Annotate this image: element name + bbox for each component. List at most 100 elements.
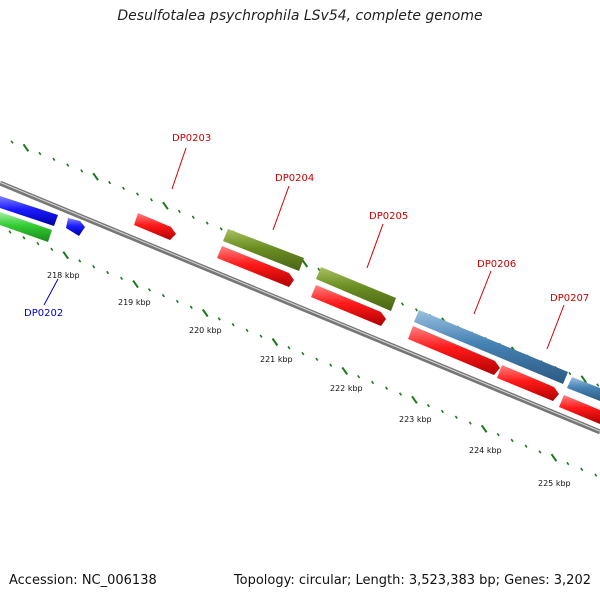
minor-tick	[149, 198, 153, 202]
minor-tick	[398, 392, 403, 396]
gene-label-dp0203: DP0203	[172, 133, 211, 144]
minor-tick	[22, 236, 26, 240]
major-tick	[92, 172, 99, 181]
major-tick	[271, 337, 279, 347]
minor-tick	[92, 265, 96, 269]
minor-tick	[106, 270, 110, 275]
minor-tick	[259, 334, 263, 338]
minor-tick	[566, 461, 570, 466]
minor-tick	[496, 432, 500, 437]
minor-tick	[357, 374, 361, 379]
genome-backbone	[0, 180, 600, 435]
minor-tick	[78, 259, 82, 263]
scale-label-220: 220 kbp	[189, 326, 222, 335]
gene-dp0203-red	[134, 213, 176, 240]
major-tick	[132, 280, 139, 289]
minor-tick	[122, 186, 126, 191]
minor-tick	[175, 299, 179, 304]
minor-tick	[301, 351, 305, 356]
major-tick	[550, 453, 558, 462]
gene-label-dp0202: DP0202	[24, 308, 63, 319]
gene-dp0206-red	[408, 326, 500, 375]
scale-label-221: 221 kbp	[260, 355, 293, 364]
gene-dp0206-steel	[414, 310, 568, 384]
gene-dp0206b-red	[497, 365, 559, 401]
gene-dp0207-steel	[567, 377, 600, 401]
major-tick	[341, 366, 349, 375]
minor-tick	[538, 450, 542, 454]
minor-tick	[36, 241, 40, 246]
gene-dp0207-red	[559, 395, 600, 424]
minor-tick	[108, 180, 112, 185]
minor-tick	[510, 438, 514, 443]
minor-tick	[287, 346, 291, 350]
minor-tick	[426, 403, 430, 408]
gene-dp0204-olive	[223, 229, 304, 271]
minor-tick	[580, 467, 584, 472]
major-tick	[201, 308, 209, 318]
minor-tick	[189, 305, 193, 309]
minor-tick	[217, 317, 221, 321]
minor-tick	[177, 209, 181, 214]
gene-dp0202-blue-arrow	[66, 218, 85, 236]
minor-tick	[231, 322, 235, 327]
gene-label-dp0205: DP0205	[369, 211, 408, 222]
gene-label-dp0207: DP0207	[550, 293, 589, 304]
minor-tick	[594, 473, 598, 477]
major-tick	[411, 395, 418, 404]
minor-tick	[385, 386, 389, 390]
minor-tick	[120, 276, 124, 281]
minor-tick	[10, 140, 14, 144]
major-tick	[62, 251, 70, 260]
major-tick	[301, 259, 309, 268]
minor-tick	[440, 409, 444, 414]
minor-tick	[468, 421, 472, 425]
minor-tick	[80, 169, 84, 173]
scale-label-222: 222 kbp	[330, 384, 363, 393]
gene-label-dp0206: DP0206	[477, 259, 516, 270]
gene-dp0202-green	[0, 212, 52, 242]
gene-label-dp0204: DP0204	[275, 173, 314, 184]
minor-tick	[38, 151, 42, 156]
scale-label-223: 223 kbp	[399, 415, 432, 424]
major-tick	[580, 375, 588, 384]
major-tick	[22, 143, 30, 152]
minor-tick	[329, 363, 333, 367]
minor-tick	[568, 371, 572, 376]
minor-tick	[135, 192, 140, 196]
minor-tick	[66, 163, 70, 167]
major-tick	[480, 424, 488, 433]
scale-label-225: 225 kbp	[538, 479, 571, 488]
minor-tick	[147, 288, 151, 292]
minor-tick	[317, 267, 321, 272]
minor-tick	[219, 227, 223, 231]
scale-label-224: 224 kbp	[469, 446, 502, 455]
map-title: Desulfotalea psychrophila LSv54, complet…	[117, 8, 483, 24]
minor-tick	[414, 308, 418, 312]
major-tick	[162, 201, 169, 210]
accession-text: Accession: NC_006138	[9, 573, 157, 588]
minor-tick	[245, 328, 249, 333]
label-leaders	[43, 147, 565, 350]
minor-tick	[454, 415, 458, 419]
minor-tick	[400, 302, 405, 306]
minor-tick	[191, 215, 195, 219]
minor-tick	[371, 380, 375, 385]
minor-tick	[161, 293, 165, 298]
gene-dp0205-red	[311, 285, 386, 326]
minor-tick	[8, 230, 12, 234]
minor-tick	[596, 383, 600, 387]
gene-dp0204-red	[217, 246, 294, 287]
topology-summary-text: Topology: circular; Length: 3,523,383 bp…	[233, 573, 591, 588]
minor-tick	[205, 221, 209, 225]
minor-tick	[524, 444, 528, 448]
minor-tick	[315, 357, 319, 362]
gene-dp0205-olive	[316, 267, 396, 311]
minor-tick	[50, 247, 54, 252]
minor-tick	[52, 157, 56, 162]
scale-label-218: 218 kbp	[47, 271, 80, 280]
gene-dp0202-blue-bar	[0, 196, 58, 226]
inner-tick-row	[8, 230, 598, 477]
scale-label-219: 219 kbp	[118, 298, 151, 307]
